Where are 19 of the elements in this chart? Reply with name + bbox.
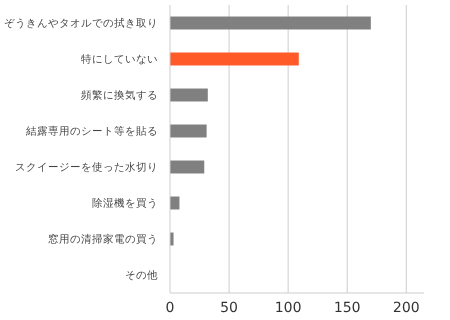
- y-tick-label: ぞうきんやタオルでの拭き取り: [4, 16, 158, 30]
- bar: [170, 16, 371, 30]
- y-tick-label: 窓用の清掃家電の買う: [48, 232, 158, 246]
- x-tick-label: 50: [220, 300, 238, 316]
- x-tick-label: 150: [334, 300, 361, 316]
- x-tick-label: 100: [274, 300, 302, 316]
- y-tick-label: 結露専用のシート等を貼る: [25, 124, 158, 138]
- y-tick-label: その他: [125, 270, 158, 282]
- bar: [170, 160, 204, 174]
- bar: [170, 124, 207, 138]
- y-tick-label: 特にしていない: [81, 54, 158, 66]
- x-tick-label: 200: [392, 300, 420, 316]
- y-tick-label: 除湿機を買う: [92, 198, 158, 210]
- bar: [170, 52, 299, 66]
- bar: [170, 88, 208, 102]
- x-tick-label: 0: [166, 300, 174, 316]
- bar: [170, 196, 180, 210]
- y-tick-label: 頻繁に換気する: [81, 88, 158, 102]
- y-tick-label: スクイージーを使った水切り: [15, 160, 158, 174]
